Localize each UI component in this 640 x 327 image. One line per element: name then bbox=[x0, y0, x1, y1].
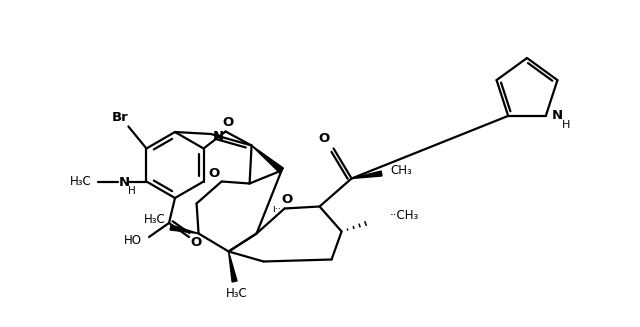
Text: O: O bbox=[222, 116, 233, 129]
Text: H₃C: H₃C bbox=[144, 213, 166, 226]
Text: H₃C: H₃C bbox=[226, 287, 248, 300]
Text: O: O bbox=[318, 132, 329, 145]
Text: H: H bbox=[127, 186, 135, 197]
Text: N: N bbox=[552, 110, 563, 122]
Polygon shape bbox=[228, 251, 237, 282]
Text: N: N bbox=[119, 176, 130, 189]
Text: ··CH₃: ··CH₃ bbox=[390, 209, 419, 222]
Polygon shape bbox=[351, 171, 382, 179]
Text: ı··: ı·· bbox=[272, 204, 281, 215]
Polygon shape bbox=[252, 146, 284, 173]
Text: O: O bbox=[281, 193, 292, 206]
Text: H₃C: H₃C bbox=[70, 175, 92, 188]
Text: N: N bbox=[212, 129, 223, 143]
Text: O: O bbox=[208, 167, 220, 180]
Text: Br: Br bbox=[112, 111, 129, 124]
Text: HO: HO bbox=[124, 234, 142, 248]
Text: CH₃: CH₃ bbox=[390, 164, 412, 177]
Polygon shape bbox=[170, 225, 198, 233]
Text: O: O bbox=[190, 236, 202, 250]
Text: H: H bbox=[562, 120, 570, 130]
